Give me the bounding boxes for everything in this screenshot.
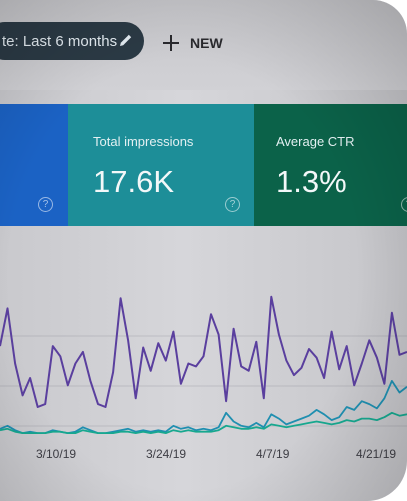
x-tick-label: 3/10/19	[36, 447, 77, 461]
ctr-value: 1.3%	[276, 164, 347, 199]
total-impressions-card[interactable]: Total impressions 17.6K ?	[68, 104, 254, 226]
toolbar: te: Last 6 months NEW	[0, 0, 407, 90]
chart-plot	[0, 295, 407, 435]
date-range-label: te: Last 6 months	[2, 32, 118, 50]
series-line-0	[0, 295, 407, 408]
impressions-value: 17.6K	[93, 164, 175, 199]
ctr-label: Average CTR	[276, 134, 355, 149]
impressions-label: Total impressions	[93, 134, 194, 149]
new-button-label: NEW	[190, 35, 223, 51]
performance-chart: 3/10/19 3/24/19 4/7/19 4/21/19	[0, 236, 407, 501]
new-button[interactable]: NEW	[162, 30, 223, 56]
x-tick-label: 4/7/19	[256, 447, 290, 461]
average-ctr-card[interactable]: Average CTR 1.3% ?	[254, 104, 407, 226]
x-tick-label: 3/24/19	[146, 447, 187, 461]
plus-icon	[162, 34, 180, 52]
x-tick-label: 4/21/19	[356, 447, 397, 461]
help-icon[interactable]: ?	[401, 197, 407, 212]
total-clicks-card[interactable]: ?	[0, 104, 68, 226]
help-icon[interactable]: ?	[38, 197, 53, 212]
date-range-button[interactable]: te: Last 6 months	[0, 22, 144, 60]
pencil-icon	[118, 32, 134, 52]
series-line-2	[0, 411, 407, 435]
help-icon[interactable]: ?	[225, 197, 240, 212]
series-line-1	[0, 379, 407, 435]
